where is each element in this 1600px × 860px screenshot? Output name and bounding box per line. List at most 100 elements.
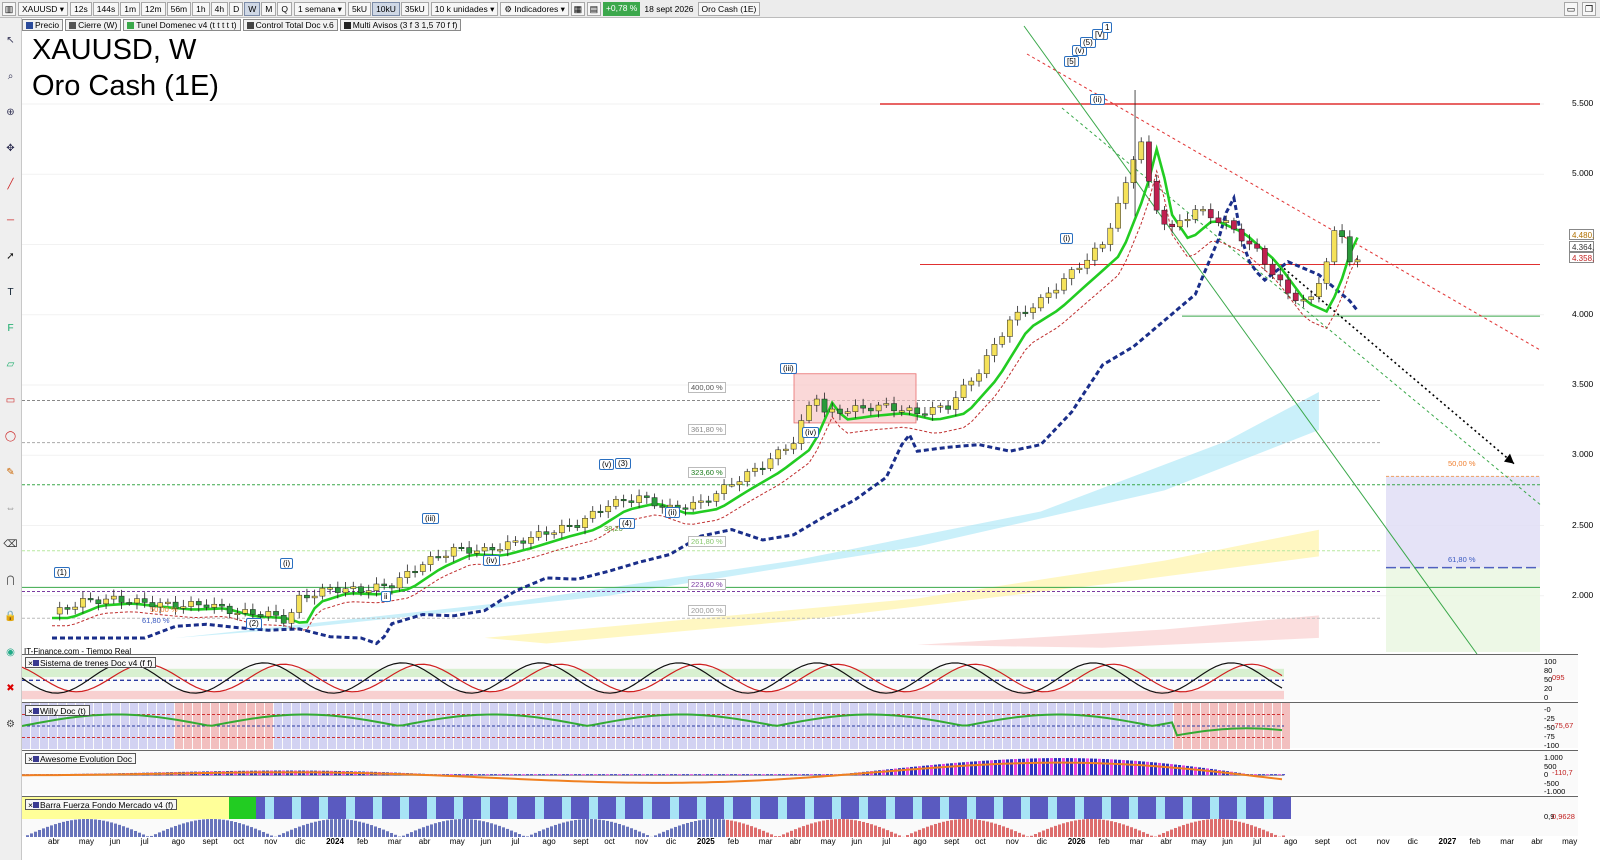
pane-histogram-bar xyxy=(1198,767,1201,776)
pane-title[interactable]: × Awesome Evolution Doc xyxy=(25,753,136,764)
pane-title[interactable]: × Willy Doc (t) xyxy=(25,705,90,716)
close-pane-icon[interactable]: × xyxy=(28,800,33,810)
measure-icon[interactable]: ⇔ xyxy=(5,503,16,514)
fib-level-label: 50,00 % xyxy=(1448,459,1476,468)
pane-volume-bar xyxy=(1186,823,1189,837)
time-axis-label: may xyxy=(449,837,465,846)
timeframe-button-144s[interactable]: 144s xyxy=(92,1,120,16)
cursor-icon[interactable]: ↖ xyxy=(6,35,15,46)
trend-line-icon[interactable]: ╱ xyxy=(7,179,14,190)
symbol-selector[interactable]: XAUUSD ▾ xyxy=(18,1,69,16)
indicator-chip-control[interactable]: Control Total Doc v.6 xyxy=(242,19,338,31)
timeframe-button-4h[interactable]: 4h xyxy=(210,1,229,16)
unit-button-35kU[interactable]: 35kU xyxy=(400,1,429,16)
chart-settings-icon[interactable]: ▥ xyxy=(2,1,16,16)
pan-icon[interactable]: ✥ xyxy=(6,143,15,154)
timeframe-button-W[interactable]: W xyxy=(244,1,261,16)
candle-body xyxy=(790,443,797,450)
pane-volume-bar xyxy=(286,831,289,837)
close-pane-icon[interactable]: × xyxy=(28,658,33,668)
text-icon[interactable]: T xyxy=(7,287,14,298)
zoom-in-icon[interactable]: ⊕ xyxy=(6,107,15,118)
price-chart[interactable] xyxy=(22,18,1600,860)
indicator-pane-1[interactable]: × Sistema de trenes Doc v4 (f f) 100 80 50 20… xyxy=(22,654,1578,702)
horizontal-line-icon[interactable]: ─ xyxy=(6,215,15,226)
pane-volume-bar xyxy=(790,830,793,837)
range-selector[interactable]: 1 semana ▾ xyxy=(293,1,346,16)
indicator-chip-price[interactable]: Precio xyxy=(22,19,64,31)
unit-button-10kU[interactable]: 10kU xyxy=(372,1,400,16)
pane-volume-bar xyxy=(1086,819,1089,837)
pane-fuerza-bar xyxy=(922,797,931,819)
pane-volume-bar xyxy=(1038,832,1041,837)
timeframe-button-12s[interactable]: 12s xyxy=(70,1,92,16)
pane-histogram-bar xyxy=(938,764,941,776)
pane-volume-bar xyxy=(230,821,233,837)
arrow-icon[interactable]: ➚ xyxy=(6,251,15,262)
timeframe-button-56m[interactable]: 56m xyxy=(166,1,192,16)
timeframe-button-12m[interactable]: 12m xyxy=(141,1,166,16)
pane-volume-bar xyxy=(206,819,209,837)
pencil-icon[interactable]: ✎ xyxy=(6,467,15,478)
indicator-pane-3[interactable]: × Awesome Evolution Doc 1.000 500 0 -500 -1.00… xyxy=(22,750,1578,796)
lock-icon[interactable]: 🔒 xyxy=(4,611,17,622)
indicators-button[interactable]: ⚙ Indicadores ▾ xyxy=(500,1,569,16)
candle-body xyxy=(489,547,496,551)
indicator-pane-2[interactable]: × Willy Doc (t) -0 -25 -50 -75 -100 -75,67 xyxy=(22,702,1578,750)
candle-body xyxy=(875,404,882,412)
settings-icon[interactable]: ⚙ xyxy=(6,719,15,730)
candle-body xyxy=(914,407,921,415)
fib-icon[interactable]: F xyxy=(7,323,14,334)
elliott-wave-label: (2) xyxy=(246,618,262,629)
pane-volume-bar xyxy=(786,832,789,837)
indicator-chip-multi[interactable]: Multi Avisos (3 f 3 1,5 70 f f) xyxy=(339,19,462,31)
unit-select[interactable]: 10 k unidades ▾ xyxy=(430,1,499,16)
channel-icon[interactable]: ▱ xyxy=(6,359,15,370)
fib-level-label: 261,80 % xyxy=(688,536,726,547)
indicator-pane-4[interactable]: × Barra Fuerza Fondo Mercado v4 (f) 0,9 0,9… xyxy=(22,796,1578,837)
pane-title[interactable]: × Barra Fuerza Fondo Mercado v4 (f) xyxy=(25,799,178,810)
pane-histogram-bar xyxy=(566,774,569,776)
trash-icon[interactable]: ✖ xyxy=(6,683,15,694)
pane-volume-bar xyxy=(358,821,361,837)
eye-icon[interactable]: ◉ xyxy=(6,647,15,658)
close-pane-icon[interactable]: × xyxy=(28,706,33,716)
pane-fuerza-bar xyxy=(850,797,859,819)
pane-volume-bar xyxy=(342,819,345,837)
time-axis-label: dic xyxy=(666,837,677,846)
pane-fuerza-bar xyxy=(553,797,562,819)
close-pane-icon[interactable]: × xyxy=(28,754,33,764)
rectangle-icon[interactable]: ▭ xyxy=(5,395,16,406)
pane-volume-bar xyxy=(994,823,997,837)
timeframe-button-1h[interactable]: 1h xyxy=(192,1,210,16)
pane-fuerza-bar xyxy=(1039,797,1048,819)
timeframe-button-Q[interactable]: Q xyxy=(277,1,292,16)
time-axis-label: nov xyxy=(264,837,278,846)
pane-fuerza-bar xyxy=(859,797,868,819)
pane-histogram-bar xyxy=(598,774,601,776)
timeframe-button-M[interactable]: M xyxy=(261,1,277,16)
indicator-chip-tunel[interactable]: Tunel Domenec v4 (t t t t t) xyxy=(123,19,241,31)
compare-icon[interactable]: ▤ xyxy=(586,1,601,16)
indicator-chip-close[interactable]: Cierre (W) xyxy=(65,19,122,31)
pane-volume-bar xyxy=(130,829,133,837)
time-axis-label: sept xyxy=(202,837,218,846)
zoom-icon[interactable]: ⌕ xyxy=(7,71,14,82)
pane-volume-bar xyxy=(1202,820,1205,837)
minimize-icon[interactable]: ▭ xyxy=(1564,2,1578,16)
elliott-wave-label: (i) xyxy=(1060,233,1074,244)
pane-title[interactable]: × Sistema de trenes Doc v4 (f f) xyxy=(25,657,157,668)
unit-button-5kU[interactable]: 5kU xyxy=(347,1,372,16)
timeframe-button-D[interactable]: D xyxy=(229,1,244,16)
pane-histogram-bar xyxy=(746,774,749,776)
grid-icon[interactable]: ▦ xyxy=(570,1,585,16)
time-axis-label: sept xyxy=(944,837,960,846)
eraser-icon[interactable]: ⌫ xyxy=(3,539,18,550)
restore-icon[interactable]: ❐ xyxy=(1582,2,1596,16)
candle-body xyxy=(613,499,619,507)
timeframe-button-1m[interactable]: 1m xyxy=(120,1,141,16)
candle-body xyxy=(157,602,164,608)
ellipse-icon[interactable]: ◯ xyxy=(4,431,17,442)
magnet-icon[interactable]: ⋂ xyxy=(6,575,15,586)
pane-histogram-bar xyxy=(1014,759,1017,776)
